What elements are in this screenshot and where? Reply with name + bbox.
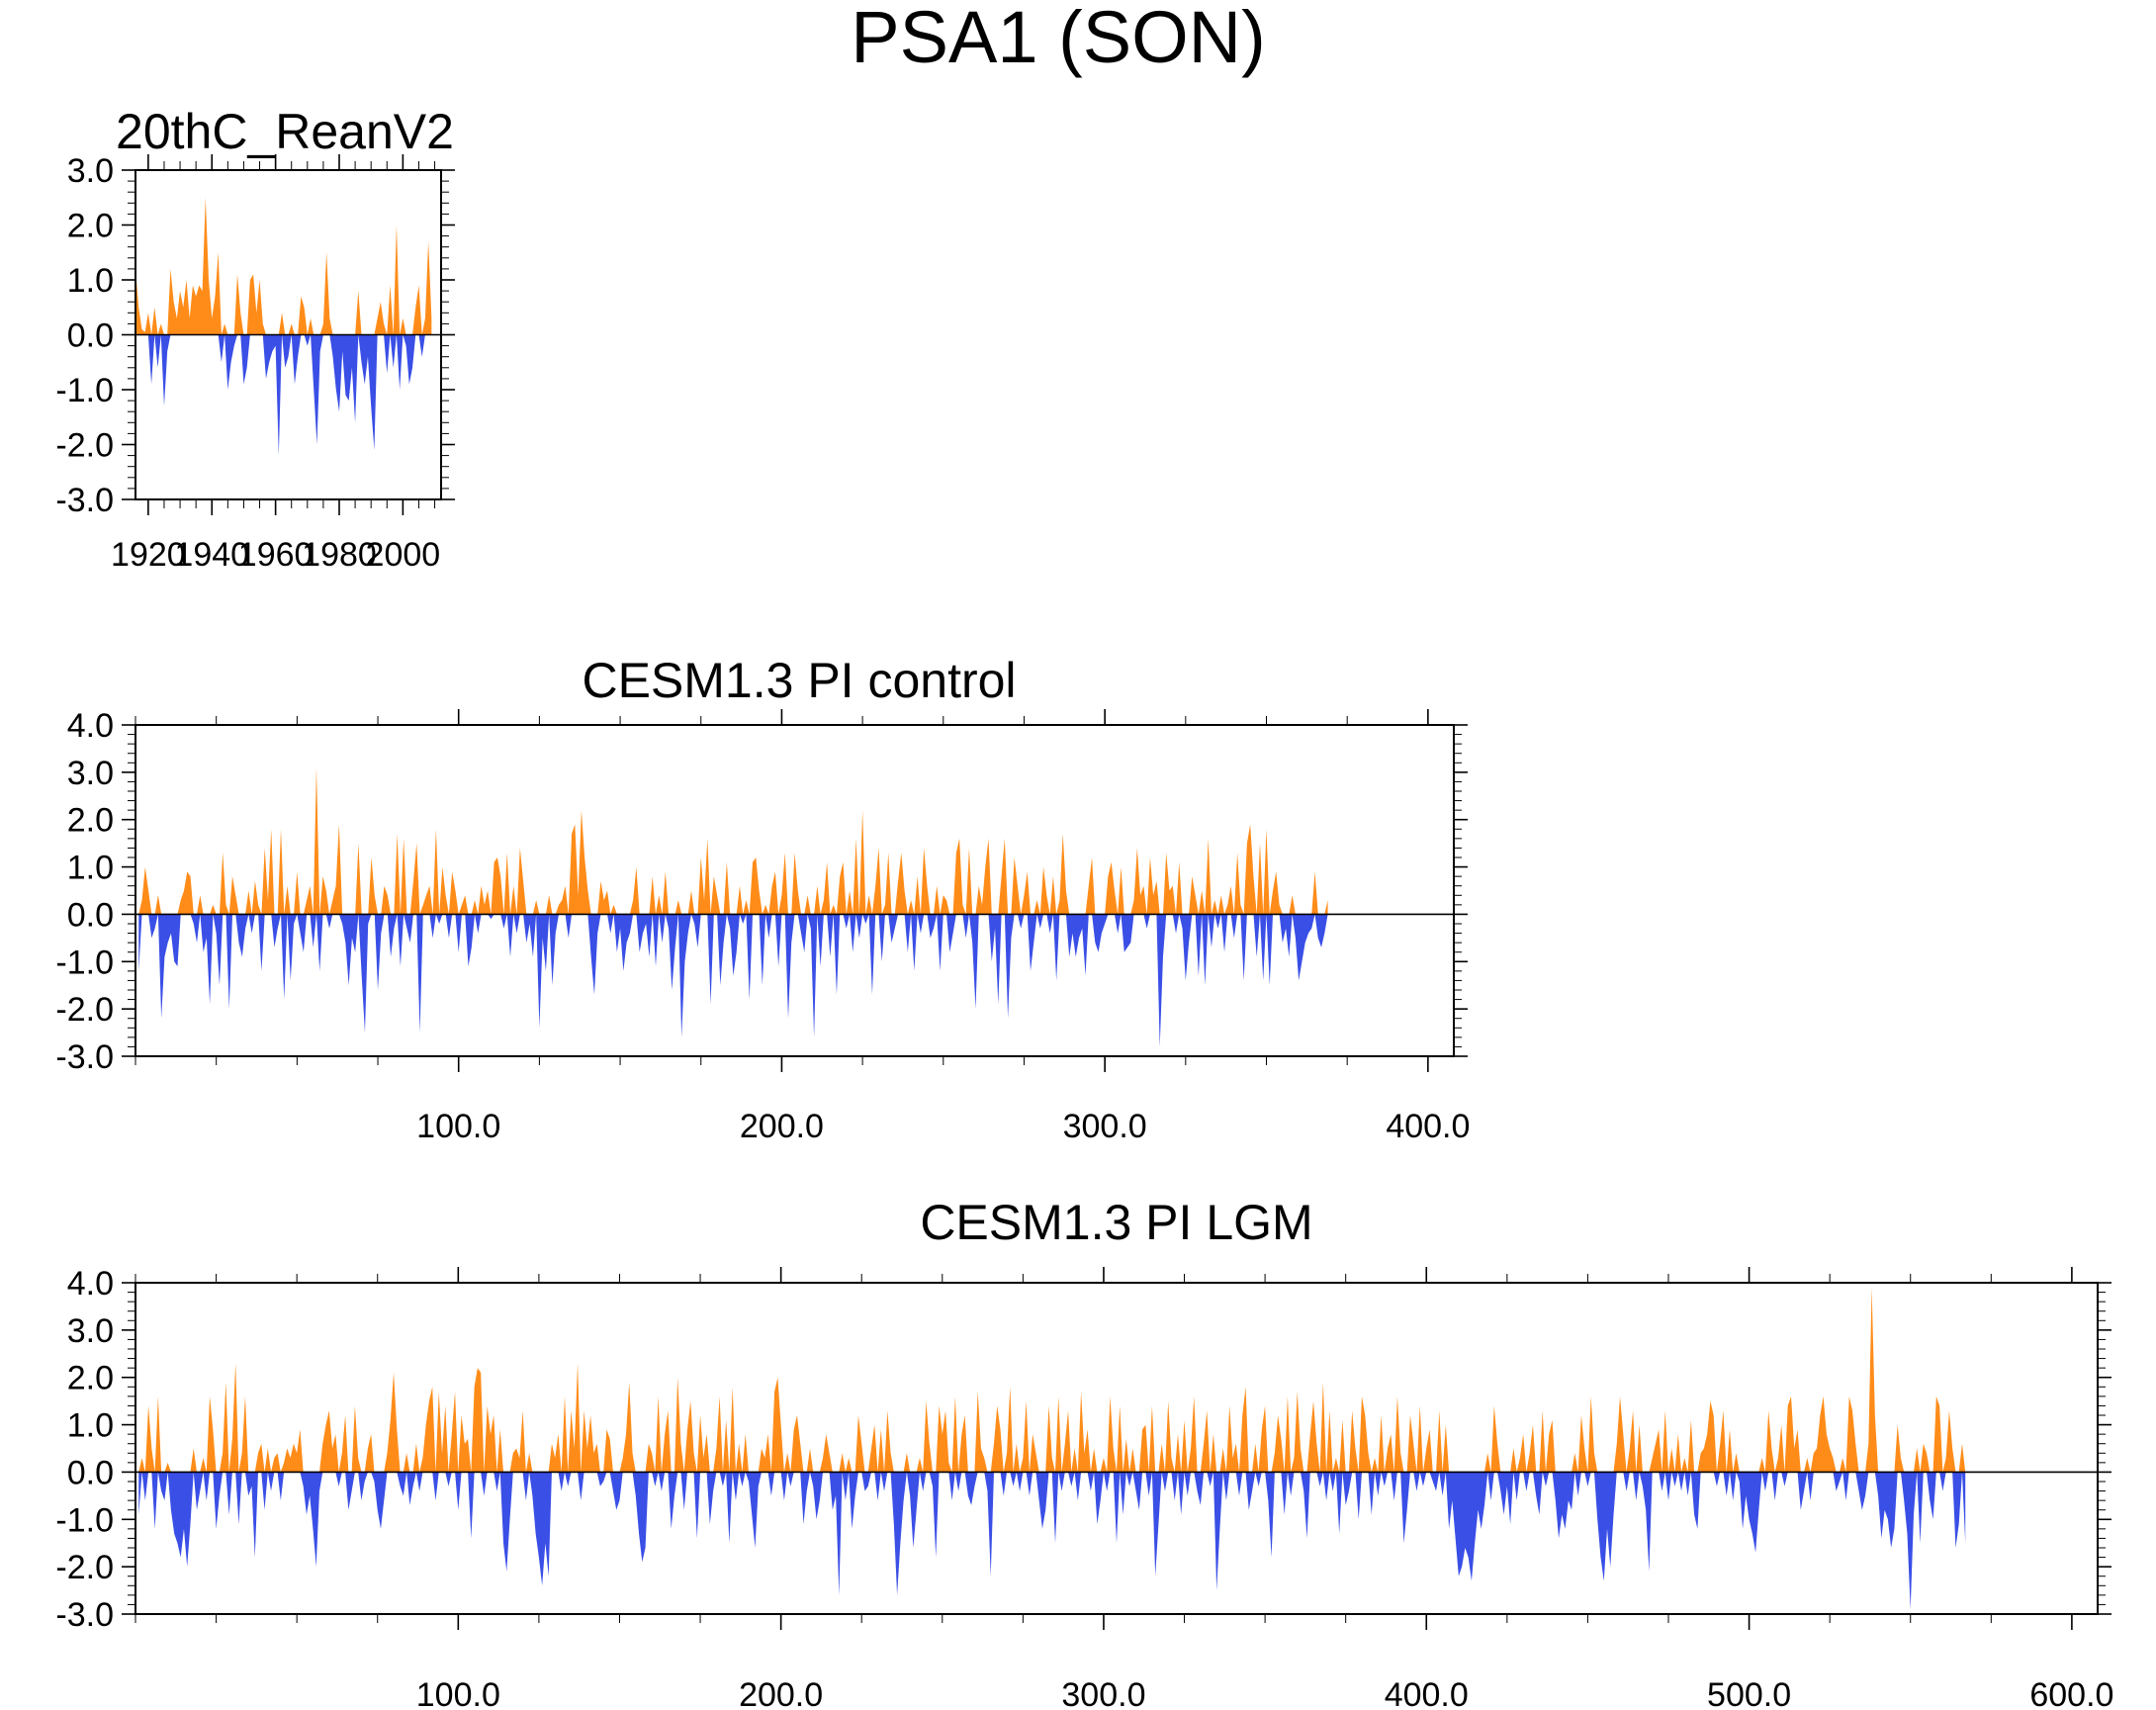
y-tick-label: -3.0 [55,1596,114,1634]
positive-anomaly-fill [135,197,432,335]
y-tick-label: 0.0 [67,896,114,934]
x-tick-label: 1920 [111,536,186,574]
x-tick-label: 200.0 [740,1108,824,1145]
negative-anomaly-fill [138,914,1328,1047]
x-tick-label: 300.0 [1063,1108,1147,1145]
x-tick-label: 500.0 [1707,1676,1791,1710]
positive-anomaly-fill [138,1287,1966,1473]
x-tick-label: 200.0 [739,1676,823,1710]
x-tick-label: 1980 [302,536,377,574]
y-tick-label: 1.0 [67,262,114,300]
y-tick-label: 0.0 [67,1454,114,1491]
y-tick-label: -3.0 [55,1038,114,1076]
positive-anomaly-fill [138,767,1328,915]
panel-cesm-pi-control: -3.0 -2.0 -1.0 0.0 1.0 2.0 3.0 4.0 100.0 200.0 300… [55,653,1470,1145]
y-tick-label: -1.0 [55,372,114,409]
y-tick-label: -3.0 [55,482,114,519]
panel-20thc-reanv2: -3.0 -2.0 -1.0 0.0 1.0 2.0 3.0 1920194019601980… [55,104,455,574]
y-tick-label: -1.0 [55,1501,114,1539]
x-tick-label: 400.0 [1385,1676,1469,1710]
x-tick-label: 2000 [366,536,441,574]
plot-frame [135,724,1455,1057]
y-tick-label: 3.0 [67,755,114,792]
y-tick-label: 2.0 [67,802,114,840]
panel-title: CESM1.3 PI control [582,653,1016,708]
y-tick-label: -2.0 [55,427,114,465]
x-tick-label: 100.0 [416,1108,500,1145]
y-tick-label: 3.0 [67,152,114,190]
y-tick-label: 4.0 [67,707,114,745]
y-tick-label: -2.0 [55,991,114,1029]
y-tick-label: -2.0 [55,1549,114,1586]
negative-anomaly-fill [135,334,432,456]
panel-cesm-pi-lgm: -3.0 -2.0 -1.0 0.0 1.0 2.0 3.0 4.0 100.0 200.0 300… [55,1195,2113,1710]
x-tick-label: 400.0 [1386,1108,1470,1145]
x-tick-label: 100.0 [416,1676,500,1710]
negative-anomaly-fill [138,1472,1966,1610]
x-tick-label: 1960 [238,536,314,574]
y-tick-label: 1.0 [67,850,114,887]
y-tick-label: 2.0 [67,1360,114,1397]
plot-frame [135,1282,2099,1615]
x-tick-label: 1940 [174,536,249,574]
x-tick-label: 600.0 [2029,1676,2113,1710]
x-tick-label: 300.0 [1061,1676,1145,1710]
y-tick-label: 2.0 [67,208,114,245]
y-tick-label: 3.0 [67,1312,114,1350]
y-tick-label: 4.0 [67,1265,114,1303]
panel-title: CESM1.3 PI LGM [920,1195,1312,1250]
y-tick-label: 1.0 [67,1407,114,1445]
y-tick-label: -1.0 [55,944,114,981]
panel-title: 20thC_ReanV2 [116,104,454,159]
y-tick-label: 0.0 [67,317,114,355]
figure-title: PSA1 (SON) [851,0,1265,78]
